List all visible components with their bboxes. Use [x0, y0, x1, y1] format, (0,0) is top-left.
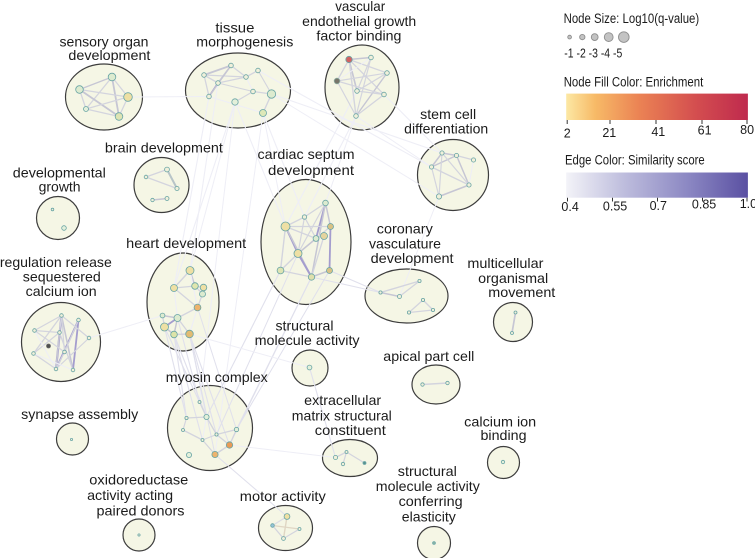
svg-text:multicellular: multicellular [467, 255, 543, 271]
svg-text:Node Fill Color: Enrichment: Node Fill Color: Enrichment [564, 75, 704, 90]
svg-text:matrix structural: matrix structural [292, 407, 392, 423]
svg-text:development: development [268, 162, 354, 178]
svg-text:activity acting: activity acting [87, 487, 173, 503]
svg-text:regulation release: regulation release [0, 254, 112, 270]
svg-text:sequestered: sequestered [23, 268, 101, 284]
svg-text:paired donors: paired donors [97, 502, 185, 518]
svg-text:calcium ion: calcium ion [26, 283, 97, 299]
svg-text:2: 2 [564, 127, 571, 141]
svg-text:structural: structural [398, 463, 457, 479]
svg-text:morphogenesis: morphogenesis [196, 33, 293, 49]
svg-text:motor activity: motor activity [240, 488, 326, 504]
svg-text:development: development [371, 250, 454, 266]
svg-text:brain development: brain development [105, 140, 223, 156]
svg-text:Node Size: Log10(q-value): Node Size: Log10(q-value) [564, 11, 700, 26]
svg-text:conferring: conferring [399, 493, 463, 509]
svg-text:molecule activity: molecule activity [255, 332, 360, 348]
svg-text:binding: binding [481, 427, 527, 443]
svg-text:development: development [68, 47, 150, 63]
svg-text:oxidoreductase: oxidoreductase [89, 471, 188, 487]
svg-text:constituent: constituent [315, 422, 386, 438]
svg-text:0.85: 0.85 [692, 198, 716, 212]
svg-text:cardiac septum: cardiac septum [258, 146, 355, 162]
svg-text:tissue: tissue [215, 20, 254, 36]
svg-text:molecule activity: molecule activity [376, 478, 480, 494]
svg-text:1.0: 1.0 [740, 197, 755, 211]
svg-text:differentiation: differentiation [404, 120, 488, 136]
svg-text:apical part cell: apical part cell [383, 348, 474, 364]
svg-text:factor binding: factor binding [316, 27, 401, 43]
svg-text:calcium ion: calcium ion [464, 413, 536, 429]
svg-text:myosin complex: myosin complex [166, 369, 268, 385]
svg-text:vasculature: vasculature [369, 235, 441, 251]
svg-text:developmental: developmental [13, 164, 106, 180]
svg-text:elasticity: elasticity [402, 508, 456, 524]
svg-text:organismal: organismal [478, 270, 548, 286]
svg-text:0.7: 0.7 [650, 199, 667, 213]
svg-text:-1 -2 -3 -4 -5: -1 -2 -3 -4 -5 [564, 47, 622, 61]
svg-text:0.55: 0.55 [603, 200, 627, 214]
svg-text:80: 80 [740, 123, 754, 137]
svg-text:endothelial growth: endothelial growth [302, 13, 416, 29]
svg-text:sensory organ: sensory organ [60, 33, 149, 49]
svg-text:0.4: 0.4 [561, 200, 578, 214]
svg-text:61: 61 [698, 124, 712, 138]
svg-text:21: 21 [602, 126, 616, 140]
svg-text:coronary: coronary [377, 221, 433, 237]
svg-text:heart development: heart development [126, 235, 246, 251]
svg-text:41: 41 [651, 125, 665, 139]
svg-text:vascular: vascular [335, 0, 385, 14]
svg-text:structural: structural [276, 317, 334, 333]
svg-text:stem cell: stem cell [420, 106, 476, 122]
svg-text:synapse assembly: synapse assembly [21, 406, 138, 422]
svg-text:Edge Color: Similarity score: Edge Color: Similarity score [565, 152, 705, 167]
svg-text:growth: growth [39, 179, 81, 195]
svg-text:extracellular: extracellular [304, 392, 381, 408]
svg-text:movement: movement [488, 284, 555, 300]
